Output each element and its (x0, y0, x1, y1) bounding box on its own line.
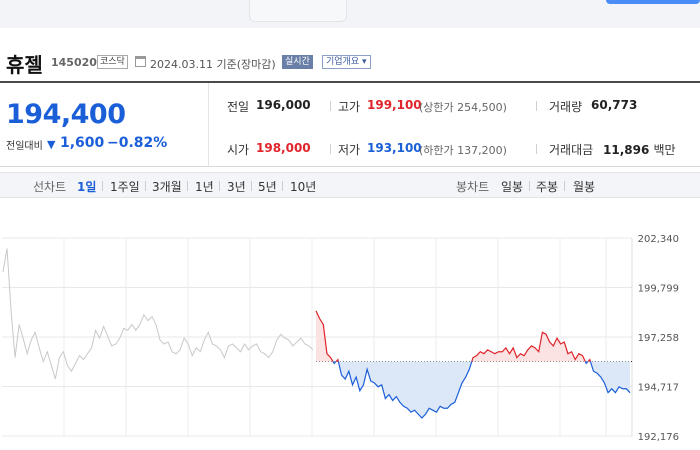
period-5y-tab[interactable]: 5년 (258, 180, 277, 194)
separator (219, 181, 220, 191)
market-badge: 코스닥 (97, 55, 128, 69)
change-amount: 1,600 (60, 135, 105, 151)
change-label: 전일대비 (6, 141, 43, 152)
lower-limit: (하한가 137,200) (419, 144, 507, 157)
series-line-down (332, 361, 337, 365)
period-1d-tab[interactable]: 1일 (77, 180, 97, 194)
low-value: 193,100 (367, 141, 422, 155)
monthly-candle-tab[interactable]: 월봉 (573, 180, 596, 194)
chart-toolbar: 선차트 1일 1주일 3개월 1년 3년 5년 10년 봉차트 일봉 주봉 월봉 (0, 172, 700, 198)
quote-panel: 194,400 전일대비 ▼ 1,600 −0.82% 전일 196,000 고… (0, 81, 700, 167)
separator (529, 181, 530, 191)
open-value: 198,000 (256, 141, 311, 155)
upper-limit: (상한가 254,500) (419, 101, 507, 114)
volume-value: 60,773 (591, 98, 638, 112)
volume-label: 거래량 (549, 100, 583, 114)
trade-value-unit: 백만 (653, 143, 676, 157)
y-tick-label: 202,340 (638, 234, 679, 245)
prev-close-value: 196,000 (256, 98, 311, 112)
y-tick-label: 199,799 (638, 284, 679, 295)
series-line-down (337, 361, 473, 419)
separator (330, 101, 331, 111)
trade-value: 11,896 백만 (603, 141, 676, 158)
series-line-up (335, 358, 339, 362)
separator (564, 181, 565, 191)
separator (536, 101, 537, 111)
series-line-down (589, 361, 631, 394)
y-tick-label: 194,717 (638, 383, 679, 394)
company-overview-button[interactable]: 기업개요 ▾ (322, 55, 371, 69)
banner-thumbnail[interactable] (249, 0, 347, 22)
series-line-up (587, 358, 592, 362)
series-line-up (471, 331, 586, 362)
current-price: 194,400 (6, 99, 126, 130)
period-10y-tab[interactable]: 10년 (290, 180, 317, 194)
trade-value-label: 거래대금 (549, 143, 594, 157)
high-value: 199,100 (367, 98, 422, 112)
series-line-down (584, 361, 589, 365)
area-fill-down (590, 361, 630, 393)
banner-button[interactable] (606, 0, 700, 4)
period-3m-tab[interactable]: 3개월 (152, 180, 182, 194)
separator (145, 181, 146, 191)
intraday-chart-svg: 202,340 199,799 197,258 194,717 192,176 (2, 234, 679, 443)
realtime-button[interactable]: 실시간 (282, 55, 313, 69)
area-fill-down (338, 361, 472, 418)
separator (251, 181, 252, 191)
candle-chart-label: 봉차트 (456, 180, 490, 194)
high-label: 고가 (338, 100, 361, 114)
separator (536, 144, 537, 154)
weekly-candle-tab[interactable]: 주봉 (536, 180, 559, 194)
calendar-icon (135, 56, 146, 67)
open-label: 시가 (227, 143, 250, 157)
period-1y-tab[interactable]: 1년 (195, 180, 214, 194)
separator (187, 181, 188, 191)
series-line-previous-day (2, 248, 314, 380)
stock-header: 휴젤 145020 코스닥 2024.03.11 기준(장마감) 실시간 기업개… (0, 46, 700, 77)
prev-close-label: 전일 (227, 100, 250, 114)
period-1w-tab[interactable]: 1주일 (110, 180, 140, 194)
period-3y-tab[interactable]: 3년 (227, 180, 246, 194)
y-tick-label: 192,176 (638, 432, 679, 443)
change-rate: −0.82% (107, 135, 168, 151)
stock-name[interactable]: 휴젤 (6, 53, 43, 77)
current-price-box: 194,400 전일대비 ▼ 1,600 −0.82% (0, 83, 209, 167)
intraday-chart[interactable]: 202,340 199,799 197,258 194,717 192,176 (0, 198, 700, 450)
series-line-up (315, 310, 334, 362)
basis-date: 2024.03.11 기준(장마감) (150, 58, 276, 71)
separator (330, 144, 331, 154)
separator (102, 181, 103, 191)
trade-value-number: 11,896 (603, 143, 650, 157)
low-label: 저가 (338, 143, 361, 157)
y-tick-label: 197,258 (638, 333, 679, 344)
line-chart-label: 선차트 (33, 180, 67, 194)
daily-candle-tab[interactable]: 일봉 (501, 180, 524, 194)
top-banner (0, 0, 700, 28)
stock-code: 145020 (51, 56, 97, 69)
separator (282, 181, 283, 191)
down-arrow-icon: ▼ (47, 138, 56, 151)
